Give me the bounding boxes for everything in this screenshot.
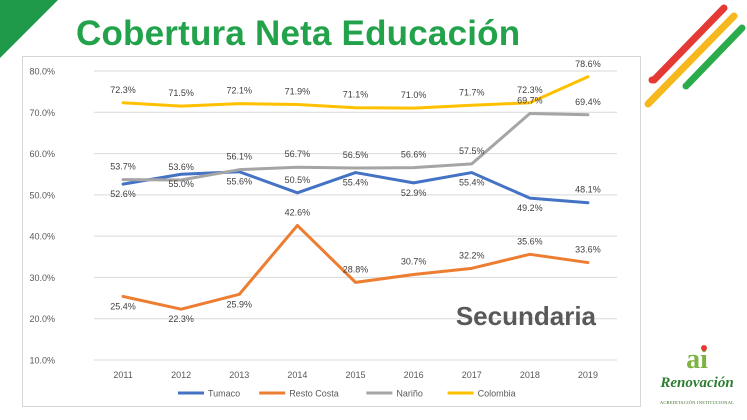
data-label: 49.2%: [517, 203, 543, 213]
y-tick-label: 50.0%: [29, 190, 55, 200]
x-tick-label: 2013: [229, 370, 249, 380]
logo-mark: ai Renovación: [659, 344, 733, 391]
legend-label: Tumaco: [208, 389, 240, 399]
data-label: 53.7%: [110, 162, 136, 172]
data-label: 56.5%: [343, 150, 369, 160]
green-dot: [682, 82, 690, 90]
data-label: 22.3%: [168, 314, 194, 324]
page-title: Cobertura Neta Educación: [76, 14, 521, 53]
series-line-tumaco: [121, 170, 590, 205]
data-label: 55.0%: [168, 179, 194, 189]
x-tick-label: 2017: [462, 370, 482, 380]
logo-letters: ai: [686, 344, 708, 375]
data-label: 72.3%: [110, 85, 136, 95]
data-label: 50.5%: [285, 175, 311, 185]
x-tick-label: 2016: [404, 370, 424, 380]
data-label: 32.2%: [459, 250, 485, 260]
x-tick-label: 2012: [171, 370, 191, 380]
data-label: 52.9%: [401, 188, 427, 198]
legend-label: Colombia: [478, 389, 516, 399]
chart-annotation: Secundaria: [456, 301, 597, 331]
data-label: 33.6%: [575, 245, 601, 255]
logo-dot: [701, 345, 707, 351]
x-tick-label: 2015: [345, 370, 365, 380]
data-label: 71.9%: [285, 86, 311, 96]
y-tick-label: 30.0%: [29, 273, 55, 283]
red-stripe: [650, 4, 728, 84]
y-tick-label: 60.0%: [29, 149, 55, 159]
legend-label: Nariño: [396, 389, 423, 399]
data-label: 28.8%: [343, 264, 369, 274]
data-label: 69.7%: [517, 96, 543, 106]
logo-word: Renovación: [659, 375, 733, 391]
data-label: 56.6%: [401, 150, 427, 160]
corner-decoration: [0, 0, 58, 58]
data-label: 56.1%: [227, 152, 253, 162]
data-label: 71.5%: [168, 88, 194, 98]
y-tick-label: 20.0%: [29, 314, 55, 324]
x-tick-label: 2011: [113, 370, 132, 380]
y-tick-label: 40.0%: [29, 232, 55, 242]
data-label: 53.6%: [168, 162, 194, 172]
data-label: 30.7%: [401, 257, 427, 267]
data-label: 55.4%: [343, 178, 369, 188]
stripes-decoration: [644, 4, 746, 108]
y-tick-label: 80.0%: [29, 67, 55, 77]
data-label: 55.4%: [459, 178, 485, 188]
data-label: 56.7%: [285, 149, 311, 159]
series-line-resto-costa: [121, 223, 590, 311]
data-label: 57.5%: [459, 146, 485, 156]
line-chart: 10.0% 20.0% 30.0% 40.0% 50.0% 60.0% 70.0% 80.0%…: [29, 59, 617, 399]
data-label: 71.0%: [401, 90, 427, 100]
data-label: 71.7%: [459, 87, 485, 97]
data-label: 69.4%: [575, 97, 601, 107]
data-label: 71.1%: [343, 90, 369, 100]
green-stripe: [684, 24, 746, 88]
data-label: 25.4%: [110, 301, 136, 311]
x-tick-label: 2014: [287, 370, 307, 380]
x-tick-label: 2019: [578, 370, 598, 380]
renovacion-logo: ai Renovación ACREDITACIÓN INSTITUCIONAL: [652, 342, 742, 414]
data-label: 25.9%: [227, 299, 253, 309]
data-label: 42.6%: [285, 207, 311, 217]
y-tick-label: 70.0%: [29, 108, 55, 118]
yellow-stripe: [644, 12, 738, 108]
data-label: 78.6%: [575, 59, 601, 69]
legend-label: Resto Costa: [289, 389, 339, 399]
series-line-nari-o: [121, 112, 590, 182]
series-line-colombia: [121, 75, 590, 110]
data-label: 72.3%: [517, 85, 543, 95]
data-label: 52.6%: [110, 189, 136, 199]
y-tick-label: 10.0%: [29, 356, 55, 366]
chart-panel: 10.0% 20.0% 30.0% 40.0% 50.0% 60.0% 70.0% 80.0%…: [22, 56, 641, 407]
data-label: 35.6%: [517, 236, 543, 246]
data-label: 48.1%: [575, 185, 601, 195]
x-tick-label: 2018: [520, 370, 540, 380]
logo-subtitle: ACREDITACIÓN INSTITUCIONAL: [659, 400, 735, 405]
data-label: 72.1%: [227, 86, 253, 96]
red-dot: [648, 76, 656, 84]
data-label: 55.6%: [227, 177, 253, 187]
